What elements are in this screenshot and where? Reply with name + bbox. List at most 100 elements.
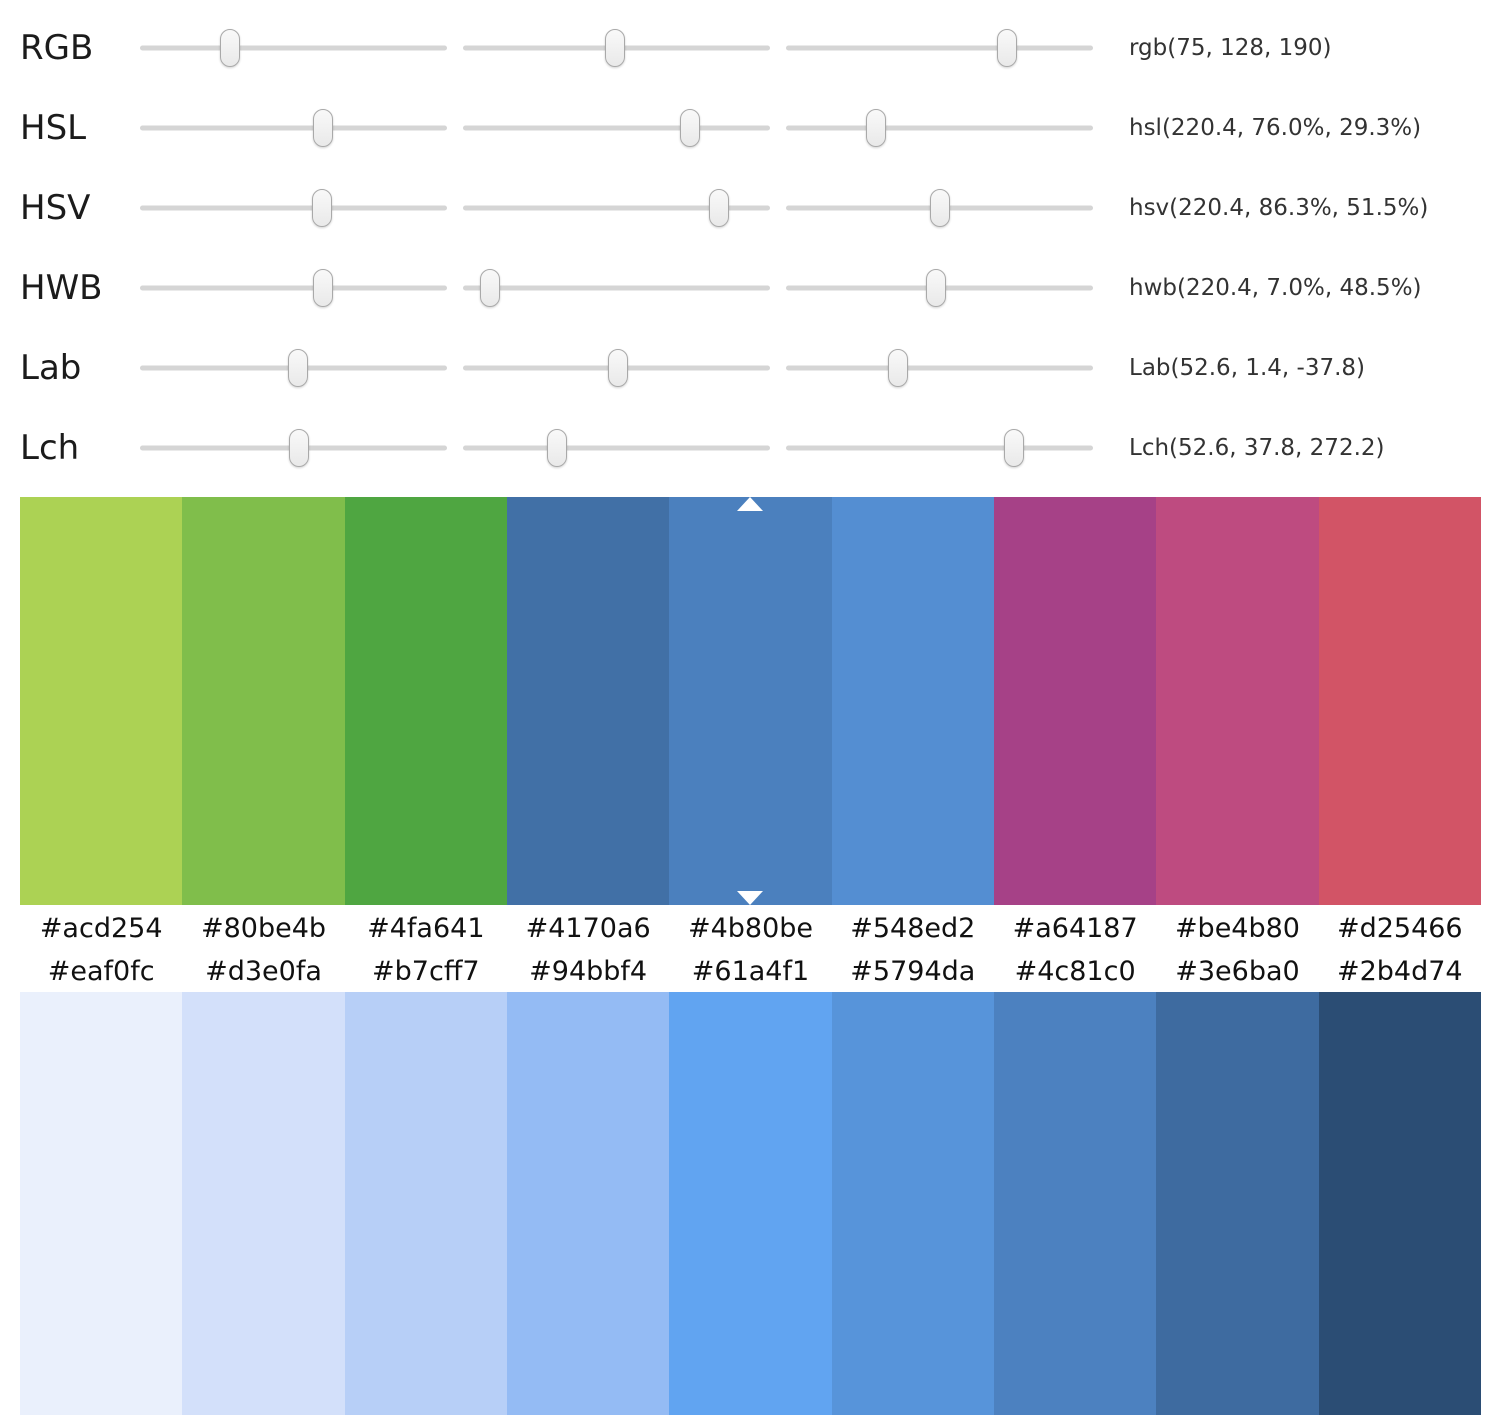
slider-hwb-channel-2[interactable] — [463, 265, 770, 311]
main-palette-swatch-8[interactable] — [1318, 497, 1481, 905]
selected-swatch-marker-bottom-icon — [737, 891, 764, 905]
main-palette-swatch-7[interactable] — [1156, 497, 1319, 905]
slider-rgb-channel-2[interactable] — [463, 25, 770, 71]
slider-handle[interactable] — [219, 29, 240, 67]
hex-label: #3e6ba0 — [1175, 956, 1300, 987]
slider-track[interactable] — [463, 125, 770, 131]
hex-label: #2b4d74 — [1336, 956, 1463, 987]
hex-label: #94bbf4 — [529, 956, 648, 987]
slider-handle[interactable] — [925, 269, 946, 307]
main-palette-swatch-1[interactable] — [182, 497, 345, 905]
slider-hsl-channel-3[interactable] — [786, 105, 1093, 151]
slider-track[interactable] — [786, 365, 1093, 371]
slider-handle[interactable] — [289, 429, 310, 467]
shade-palette-hex-labels: #eaf0fc #d3e0fa #b7cff7 #94bbf4 #61a4f1 #5794… — [20, 951, 1481, 992]
slider-rgb-channel-1[interactable] — [140, 25, 447, 71]
slider-lab-channel-3[interactable] — [786, 345, 1093, 391]
slider-hwb-channel-3[interactable] — [786, 265, 1093, 311]
hex-label: #4170a6 — [525, 912, 651, 944]
main-palette-hex-labels: #acd254 #80be4b #4fa641 #4170a6 #4b80be #548e… — [20, 905, 1481, 951]
slider-lch-channel-3[interactable] — [786, 425, 1093, 471]
slider-handle[interactable] — [1003, 429, 1024, 467]
slider-handle[interactable] — [608, 349, 629, 387]
slider-hsl-channel-1[interactable] — [140, 105, 447, 151]
slider-handle[interactable] — [888, 349, 909, 387]
slider-hsv-channel-2[interactable] — [463, 185, 770, 231]
hex-label: #548ed2 — [850, 912, 976, 944]
slider-row-label: Lch — [20, 428, 80, 468]
hex-label: #4c81c0 — [1014, 956, 1136, 987]
slider-row-lab: Lab Lab(52.6, 1.4, -37.8) — [0, 328, 1501, 408]
slider-track[interactable] — [463, 445, 770, 451]
slider-track[interactable] — [463, 285, 770, 291]
slider-hsv-channel-3[interactable] — [786, 185, 1093, 231]
shade-palette — [20, 992, 1481, 1415]
slider-row-rgb: RGB rgb(75, 128, 190) — [0, 8, 1501, 88]
shade-palette-swatch-0[interactable] — [20, 992, 183, 1415]
main-palette-swatch-5[interactable] — [831, 497, 994, 905]
slider-value: hsl(220.4, 76.0%, 29.3%) — [1129, 115, 1422, 141]
slider-handle[interactable] — [312, 109, 333, 147]
slider-track[interactable] — [463, 205, 770, 211]
slider-track[interactable] — [140, 125, 447, 131]
slider-track[interactable] — [140, 45, 447, 51]
slider-handle[interactable] — [604, 29, 625, 67]
shade-palette-swatch-7[interactable] — [1156, 992, 1319, 1415]
hex-label: #be4b80 — [1174, 912, 1300, 944]
main-palette-swatch-2[interactable] — [344, 497, 507, 905]
shade-palette-swatch-8[interactable] — [1318, 992, 1481, 1415]
slider-value: Lch(52.6, 37.8, 272.2) — [1129, 435, 1385, 461]
slider-lch-channel-1[interactable] — [140, 425, 447, 471]
shade-palette-swatch-3[interactable] — [506, 992, 670, 1415]
slider-lch-channel-2[interactable] — [463, 425, 770, 471]
main-palette-swatch-6[interactable] — [993, 497, 1157, 905]
slider-handle[interactable] — [480, 269, 501, 307]
slider-handle[interactable] — [546, 429, 567, 467]
slider-row-label: HSV — [20, 188, 91, 228]
slider-value: hsv(220.4, 86.3%, 51.5%) — [1129, 195, 1429, 221]
slider-handle[interactable] — [312, 269, 333, 307]
shade-palette-swatch-2[interactable] — [344, 992, 507, 1415]
slider-track[interactable] — [786, 125, 1093, 131]
slider-row-label: Lab — [20, 348, 82, 388]
hex-label: #d25466 — [1336, 912, 1463, 944]
slider-handle[interactable] — [866, 109, 887, 147]
slider-row-label: HSL — [20, 108, 87, 148]
slider-handle[interactable] — [709, 189, 730, 227]
slider-track[interactable] — [786, 445, 1093, 451]
shade-palette-swatch-5[interactable] — [831, 992, 994, 1415]
slider-handle[interactable] — [930, 189, 951, 227]
slider-lab-channel-1[interactable] — [140, 345, 447, 391]
hex-label: #a64187 — [1012, 912, 1138, 944]
main-palette-swatch-3[interactable] — [506, 497, 670, 905]
slider-track[interactable] — [786, 45, 1093, 51]
slider-handle[interactable] — [288, 349, 309, 387]
slider-hwb-channel-1[interactable] — [140, 265, 447, 311]
hex-label: #acd254 — [39, 912, 163, 944]
slider-hsl-channel-2[interactable] — [463, 105, 770, 151]
shade-palette-swatch-4[interactable] — [669, 992, 832, 1415]
slider-value: rgb(75, 128, 190) — [1129, 35, 1332, 61]
slider-handle[interactable] — [312, 189, 333, 227]
slider-track[interactable] — [140, 205, 447, 211]
slider-rows: RGB rgb(75, 128, 190) HSL hsl(220.4, 76.0%,… — [0, 0, 1501, 497]
hex-label: #4b80be — [687, 912, 813, 944]
slider-lab-channel-2[interactable] — [463, 345, 770, 391]
slider-handle[interactable] — [679, 109, 700, 147]
slider-row-lch: Lch Lch(52.6, 37.8, 272.2) — [0, 408, 1501, 488]
slider-hsv-channel-1[interactable] — [140, 185, 447, 231]
slider-row-label: HWB — [20, 268, 103, 308]
hex-label: #5794da — [850, 956, 976, 987]
slider-track[interactable] — [140, 285, 447, 291]
slider-rgb-channel-3[interactable] — [786, 25, 1093, 71]
main-palette-swatch-0[interactable] — [20, 497, 183, 905]
shade-palette-swatch-6[interactable] — [993, 992, 1157, 1415]
shade-palette-swatch-1[interactable] — [182, 992, 345, 1415]
selected-swatch-marker-top-icon — [737, 497, 764, 511]
main-palette-swatch-4[interactable] — [669, 497, 832, 905]
slider-row-label: RGB — [20, 28, 94, 68]
hex-label: #b7cff7 — [372, 956, 480, 987]
hex-label: #80be4b — [200, 912, 327, 944]
main-palette — [20, 497, 1481, 905]
slider-handle[interactable] — [996, 29, 1017, 67]
